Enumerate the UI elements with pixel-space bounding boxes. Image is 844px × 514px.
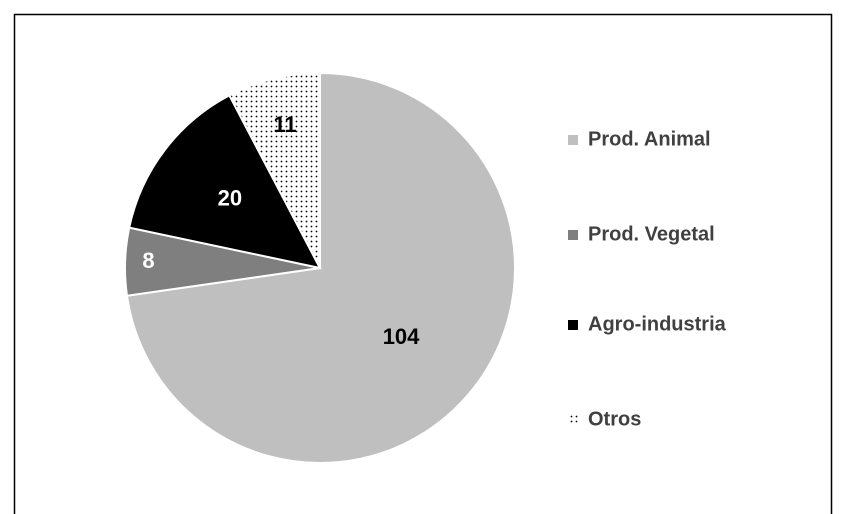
legend-label: Otros xyxy=(588,408,641,430)
data-label: 8 xyxy=(142,248,154,273)
pie-slice xyxy=(228,71,321,269)
legend-marker xyxy=(568,135,578,145)
legend-marker xyxy=(568,230,578,240)
legend-marker xyxy=(568,320,578,330)
data-label: 20 xyxy=(218,186,242,211)
pie-slice xyxy=(128,93,322,270)
data-label: 11 xyxy=(273,112,296,137)
legend-label: Agro-industria xyxy=(588,313,727,335)
chart-frame xyxy=(13,13,833,514)
legend-label: Prod. Animal xyxy=(588,128,711,150)
legend-marker xyxy=(568,415,578,425)
data-label: 104 xyxy=(383,324,420,349)
legend-label: Prod. Vegetal xyxy=(588,223,715,245)
